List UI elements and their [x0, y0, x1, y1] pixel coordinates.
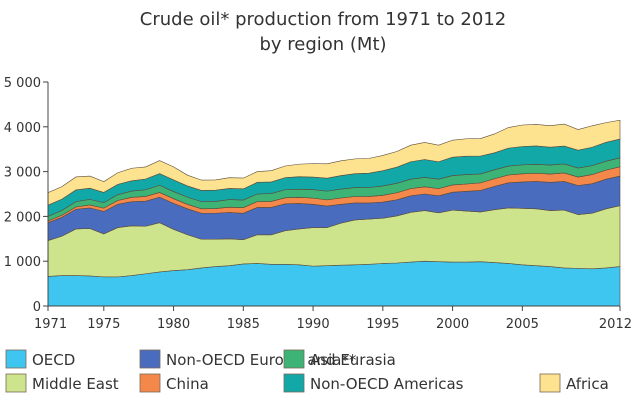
- y-tick-label: 2 000: [4, 210, 41, 225]
- y-tick-label: 3 000: [4, 166, 41, 181]
- legend-swatch-non-oecd-europe-eurasia: [139, 349, 161, 369]
- legend-swatch-non-oecd-americas: [283, 373, 305, 393]
- x-tick-label: 2012: [599, 317, 632, 332]
- chart-title: Crude oil* production from 1971 to 2012 …: [140, 9, 506, 55]
- x-tick-label: 1975: [87, 317, 120, 332]
- legend-label-non-oecd-americas: Non-OECD Americas: [310, 375, 464, 393]
- legend-label-china: China: [166, 375, 209, 393]
- x-tick-label: 1971: [34, 317, 67, 332]
- x-tick-label: 1995: [366, 317, 399, 332]
- chart-title-line-1: Crude oil* production from 1971 to 2012: [140, 9, 506, 30]
- x-tick-label: 1980: [157, 317, 190, 332]
- legend-swatch-middle-east: [5, 373, 27, 393]
- chart-legend: OECD Middle East Non-OECD Europe and Euras…: [5, 349, 609, 393]
- chart-title-line-2: by region (Mt): [259, 34, 386, 55]
- legend-label-asia: Asia**: [310, 351, 357, 369]
- legend-item-china: China: [139, 373, 209, 393]
- x-tick-label: 1985: [227, 317, 260, 332]
- legend-item-non-oecd-americas: Non-OECD Americas: [283, 373, 464, 393]
- legend-swatch-asia: [283, 349, 305, 369]
- x-axis-ticks: 1971 1975 1980 1985 1990 1995 2000 2005 2012: [34, 306, 632, 332]
- legend-item-oecd: OECD: [5, 349, 75, 369]
- legend-swatch-africa: [539, 373, 561, 393]
- legend-label-middle-east: Middle East: [32, 375, 119, 393]
- legend-swatch-oecd: [5, 349, 27, 369]
- y-tick-label: 1 000: [4, 255, 41, 270]
- y-tick-label: 0: [33, 300, 41, 315]
- y-tick-label: 4 000: [4, 121, 41, 136]
- legend-item-asia: Asia**: [283, 349, 357, 369]
- legend-label-oecd: OECD: [32, 351, 75, 369]
- legend-item-middle-east: Middle East: [5, 373, 119, 393]
- legend-item-africa: Africa: [539, 373, 609, 393]
- x-tick-label: 1990: [297, 317, 330, 332]
- y-tick-label: 5 000: [4, 76, 41, 91]
- y-axis-ticks: 0 1 000 2 000 3 000 4 000 5 000: [4, 76, 48, 315]
- legend-label-africa: Africa: [566, 375, 609, 393]
- x-tick-label: 2005: [506, 317, 539, 332]
- stacked-area-series: [47, 119, 621, 307]
- legend-label-non-oecd-europe-eurasia: Non-OECD Europe and Eurasia: [166, 351, 396, 369]
- legend-swatch-china: [139, 373, 161, 393]
- legend-item-non-oecd-europe-eurasia: Non-OECD Europe and Eurasia: [139, 349, 396, 369]
- x-tick-label: 2000: [436, 317, 469, 332]
- area-series-africa: [47, 119, 621, 206]
- chart-axes: [47, 82, 620, 307]
